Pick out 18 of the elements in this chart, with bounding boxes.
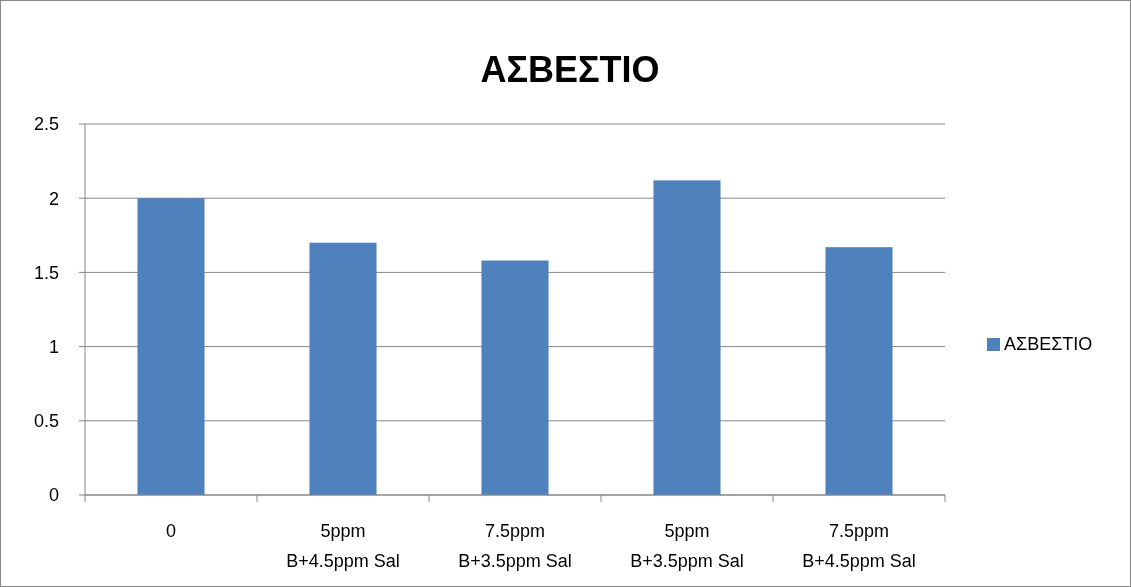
bar bbox=[653, 180, 721, 495]
y-tick-label: 1.5 bbox=[33, 262, 59, 283]
y-tick-label: 2 bbox=[48, 188, 59, 209]
y-tick-label: 0.5 bbox=[33, 411, 59, 432]
bar bbox=[309, 242, 377, 495]
x-tick-label: 7.5ppm B+4.5ppm Sal bbox=[802, 521, 916, 571]
y-tick-label: 0 bbox=[48, 485, 59, 506]
bar bbox=[825, 247, 893, 495]
y-tick-label: 1 bbox=[48, 336, 59, 357]
x-tick-label: 5ppm B+3.5ppm Sal bbox=[630, 521, 744, 571]
x-tick-label: 5ppm B+4.5ppm Sal bbox=[286, 521, 400, 571]
legend-label: ΑΣΒΕΣΤΙΟ bbox=[1004, 334, 1093, 355]
y-tick-label: 2.5 bbox=[33, 114, 59, 135]
bar bbox=[137, 198, 205, 495]
bar bbox=[481, 260, 549, 495]
chart-title: ΑΣΒΕΣΤΙΟ bbox=[480, 49, 660, 90]
x-tick-label: 0 bbox=[165, 521, 177, 541]
x-tick-label: 7.5ppm B+3.5ppm Sal bbox=[458, 521, 572, 571]
